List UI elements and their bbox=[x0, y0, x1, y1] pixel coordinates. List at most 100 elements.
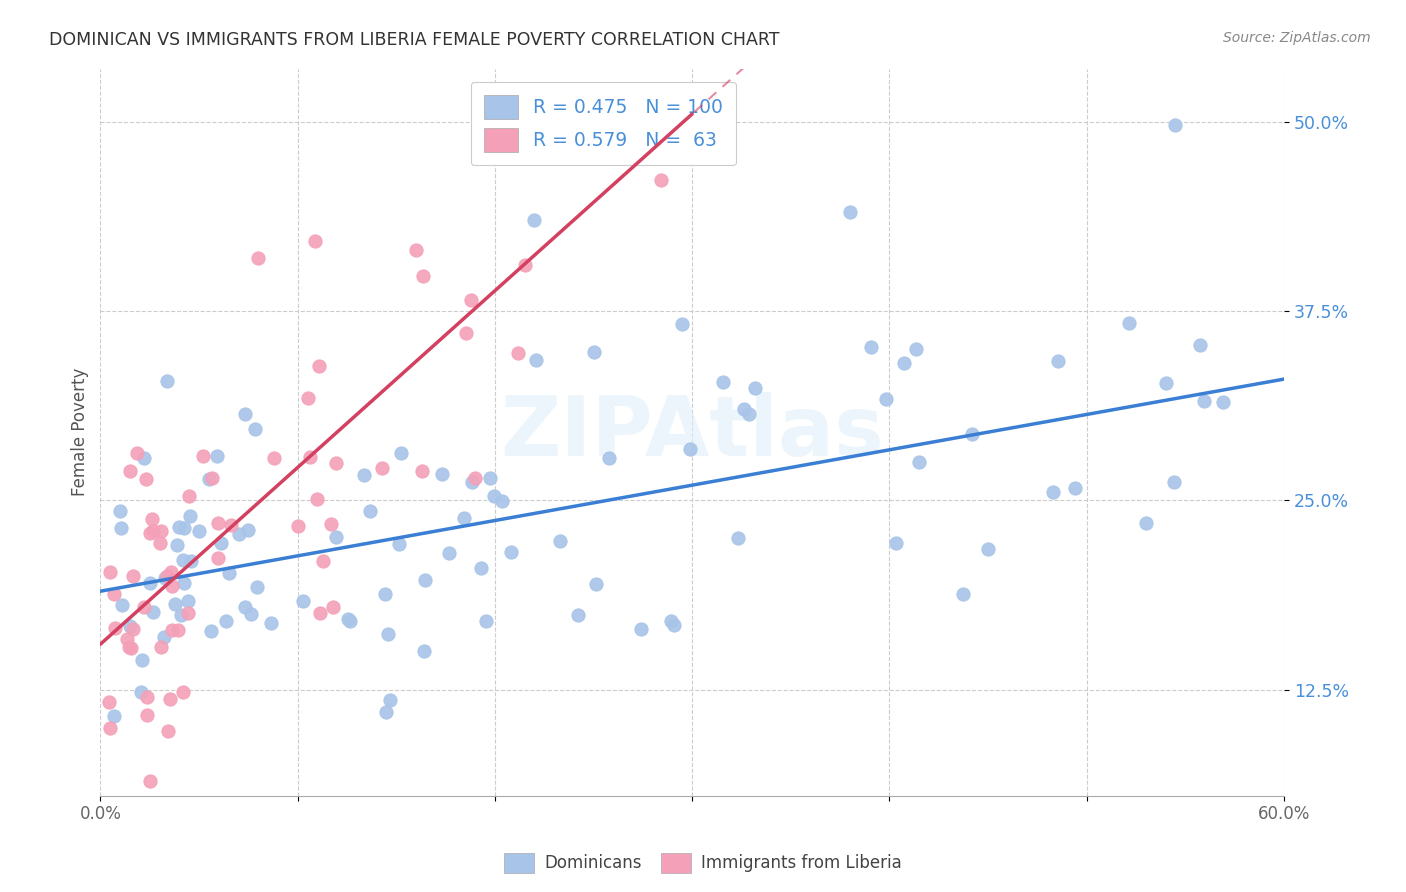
Point bbox=[170, 607, 193, 622]
Point bbox=[172, 553, 194, 567]
Point bbox=[129, 685, 152, 699]
Point bbox=[453, 511, 475, 525]
Point bbox=[506, 346, 529, 360]
Point bbox=[976, 541, 998, 556]
Point bbox=[884, 536, 907, 550]
Point bbox=[585, 577, 607, 591]
Point bbox=[125, 445, 148, 459]
Point bbox=[960, 426, 983, 441]
Point bbox=[138, 773, 160, 788]
Point bbox=[157, 723, 180, 738]
Point bbox=[214, 614, 236, 628]
Point bbox=[136, 707, 159, 722]
Point bbox=[1194, 394, 1216, 409]
Point bbox=[1064, 481, 1087, 495]
Point bbox=[149, 535, 172, 549]
Point bbox=[136, 690, 159, 704]
Point bbox=[177, 606, 200, 620]
Point bbox=[1163, 475, 1185, 489]
Point bbox=[413, 643, 436, 657]
Point bbox=[150, 524, 173, 538]
Legend: R = 0.475   N = 100, R = 0.579   N =  63: R = 0.475 N = 100, R = 0.579 N = 63 bbox=[471, 81, 735, 165]
Point bbox=[172, 685, 194, 699]
Point bbox=[339, 614, 361, 628]
Point bbox=[437, 546, 460, 560]
Point bbox=[322, 600, 344, 615]
Point bbox=[160, 623, 183, 637]
Point bbox=[155, 374, 177, 388]
Point bbox=[312, 554, 335, 568]
Point bbox=[371, 461, 394, 475]
Point bbox=[103, 587, 125, 601]
Point bbox=[207, 516, 229, 530]
Point bbox=[173, 521, 195, 535]
Point bbox=[1164, 118, 1187, 132]
Point bbox=[120, 641, 142, 656]
Point bbox=[515, 258, 537, 272]
Point bbox=[132, 599, 155, 614]
Point bbox=[260, 616, 283, 631]
Point bbox=[166, 538, 188, 552]
Point bbox=[359, 504, 381, 518]
Point bbox=[228, 526, 250, 541]
Point bbox=[308, 359, 330, 373]
Point bbox=[297, 391, 319, 405]
Point bbox=[671, 317, 693, 331]
Point bbox=[179, 509, 201, 524]
Point bbox=[460, 293, 482, 307]
Point bbox=[1042, 485, 1064, 500]
Point bbox=[117, 632, 139, 647]
Point bbox=[839, 205, 862, 219]
Point bbox=[233, 408, 256, 422]
Legend: Dominicans, Immigrants from Liberia: Dominicans, Immigrants from Liberia bbox=[498, 847, 908, 880]
Point bbox=[378, 693, 401, 707]
Text: ZIPAtlas: ZIPAtlas bbox=[501, 392, 884, 473]
Point bbox=[110, 598, 132, 612]
Point bbox=[908, 454, 931, 468]
Point bbox=[134, 450, 156, 465]
Point bbox=[218, 566, 240, 580]
Point bbox=[291, 594, 314, 608]
Point bbox=[659, 614, 682, 628]
Point bbox=[104, 622, 127, 636]
Point bbox=[374, 705, 396, 719]
Point bbox=[664, 618, 686, 632]
Point bbox=[744, 381, 766, 395]
Point bbox=[325, 531, 347, 545]
Point bbox=[103, 708, 125, 723]
Point bbox=[155, 571, 177, 585]
Point bbox=[159, 692, 181, 706]
Point bbox=[325, 457, 347, 471]
Point bbox=[474, 614, 496, 628]
Point bbox=[679, 442, 702, 457]
Point bbox=[337, 612, 360, 626]
Point bbox=[650, 172, 672, 186]
Point bbox=[893, 356, 915, 370]
Point bbox=[727, 531, 749, 545]
Point bbox=[180, 554, 202, 568]
Point bbox=[110, 521, 132, 535]
Point bbox=[153, 630, 176, 644]
Point bbox=[236, 524, 259, 538]
Point bbox=[247, 251, 270, 265]
Point bbox=[156, 569, 179, 583]
Point bbox=[122, 569, 145, 583]
Point bbox=[321, 516, 343, 531]
Point bbox=[299, 450, 322, 465]
Point bbox=[120, 464, 142, 478]
Point bbox=[1047, 354, 1070, 368]
Point bbox=[188, 524, 211, 538]
Point bbox=[1135, 516, 1157, 530]
Point bbox=[198, 472, 221, 486]
Point bbox=[524, 352, 547, 367]
Point bbox=[139, 576, 162, 591]
Y-axis label: Female Poverty: Female Poverty bbox=[72, 368, 89, 496]
Point bbox=[97, 694, 120, 708]
Point bbox=[470, 561, 492, 575]
Point bbox=[411, 464, 433, 478]
Point bbox=[98, 722, 121, 736]
Point bbox=[567, 607, 589, 622]
Point bbox=[952, 587, 974, 601]
Point bbox=[135, 472, 157, 486]
Point bbox=[412, 268, 434, 283]
